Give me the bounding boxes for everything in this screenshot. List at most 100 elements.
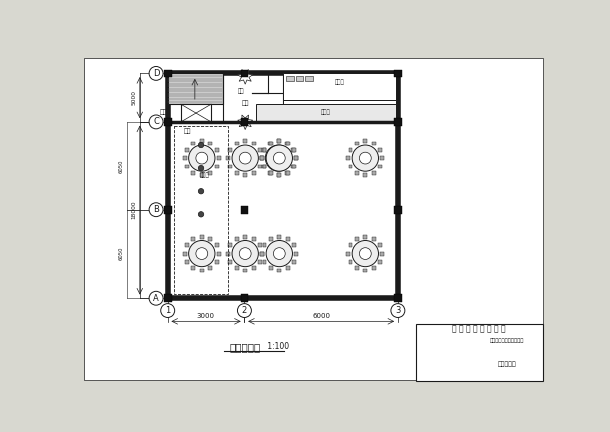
Circle shape: [196, 152, 208, 164]
Bar: [243, 235, 247, 238]
Circle shape: [188, 145, 215, 171]
Text: 洗手间: 洗手间: [335, 79, 345, 85]
Bar: [286, 171, 290, 175]
Text: 3: 3: [395, 306, 401, 315]
Bar: [164, 206, 171, 213]
Bar: [192, 237, 195, 241]
Bar: [349, 148, 353, 152]
Bar: [372, 142, 376, 145]
Circle shape: [198, 188, 204, 194]
Polygon shape: [238, 115, 253, 130]
Bar: [278, 139, 281, 143]
Circle shape: [149, 291, 163, 305]
Bar: [235, 171, 239, 175]
Text: 静海喜福会酒楼装修工程: 静海喜福会酒楼装修工程: [490, 338, 525, 343]
Text: B: B: [153, 205, 159, 214]
Bar: [164, 118, 171, 126]
Bar: [185, 165, 189, 168]
Circle shape: [352, 145, 378, 171]
Circle shape: [149, 115, 163, 129]
Bar: [256, 104, 396, 122]
Bar: [364, 235, 367, 238]
Bar: [200, 235, 204, 238]
Bar: [209, 266, 212, 270]
Text: 茶水台: 茶水台: [200, 172, 210, 178]
Bar: [269, 237, 273, 241]
Bar: [378, 243, 382, 247]
Bar: [378, 165, 382, 168]
Bar: [355, 142, 359, 145]
Bar: [355, 237, 359, 241]
Circle shape: [232, 241, 259, 267]
Bar: [292, 260, 296, 264]
Bar: [285, 171, 289, 175]
Circle shape: [266, 241, 292, 267]
Circle shape: [359, 248, 371, 260]
Bar: [260, 252, 264, 255]
Bar: [268, 171, 272, 175]
Bar: [262, 260, 267, 264]
Circle shape: [196, 248, 208, 260]
Bar: [209, 237, 212, 241]
Bar: [252, 266, 256, 270]
Bar: [229, 165, 232, 168]
Bar: [286, 266, 290, 270]
Text: 18000: 18000: [131, 200, 136, 219]
Circle shape: [273, 152, 284, 164]
Bar: [192, 171, 195, 175]
Bar: [295, 156, 298, 160]
Bar: [229, 260, 232, 264]
Bar: [305, 76, 312, 81]
Bar: [349, 243, 353, 247]
Bar: [235, 237, 239, 241]
Bar: [292, 243, 296, 247]
Bar: [258, 243, 262, 247]
Bar: [174, 126, 228, 294]
Bar: [192, 266, 195, 270]
Bar: [185, 260, 189, 264]
Bar: [258, 165, 262, 168]
Bar: [260, 252, 264, 255]
Bar: [262, 243, 267, 247]
Bar: [168, 73, 223, 104]
Bar: [295, 252, 298, 255]
Bar: [283, 73, 396, 100]
Circle shape: [237, 304, 251, 318]
Circle shape: [198, 212, 204, 217]
Bar: [278, 173, 281, 177]
Text: 备厅: 备厅: [242, 101, 249, 106]
Circle shape: [198, 142, 204, 148]
Bar: [260, 156, 264, 160]
Bar: [240, 70, 248, 77]
Bar: [229, 148, 232, 152]
Bar: [181, 104, 211, 122]
Bar: [415, 324, 543, 381]
Bar: [168, 73, 398, 298]
Circle shape: [273, 248, 285, 260]
Bar: [215, 165, 218, 168]
Text: 餐厅: 餐厅: [184, 128, 191, 134]
Circle shape: [265, 145, 292, 171]
Text: 备餐台: 备餐台: [321, 110, 331, 115]
Bar: [364, 173, 367, 177]
Bar: [364, 269, 367, 273]
Bar: [286, 76, 294, 81]
Text: 三层平面图: 三层平面图: [229, 342, 261, 352]
Circle shape: [352, 241, 378, 267]
Bar: [260, 156, 264, 160]
Bar: [252, 142, 256, 145]
Bar: [235, 142, 239, 145]
Text: 6050: 6050: [119, 247, 124, 260]
Bar: [269, 266, 273, 270]
Bar: [394, 70, 402, 77]
Bar: [349, 260, 353, 264]
Bar: [394, 206, 402, 213]
Bar: [372, 171, 376, 175]
Bar: [276, 139, 281, 143]
Bar: [209, 171, 212, 175]
Bar: [226, 156, 230, 160]
Circle shape: [232, 145, 259, 171]
Bar: [215, 243, 218, 247]
Circle shape: [359, 152, 371, 164]
Text: 6050: 6050: [119, 159, 124, 172]
